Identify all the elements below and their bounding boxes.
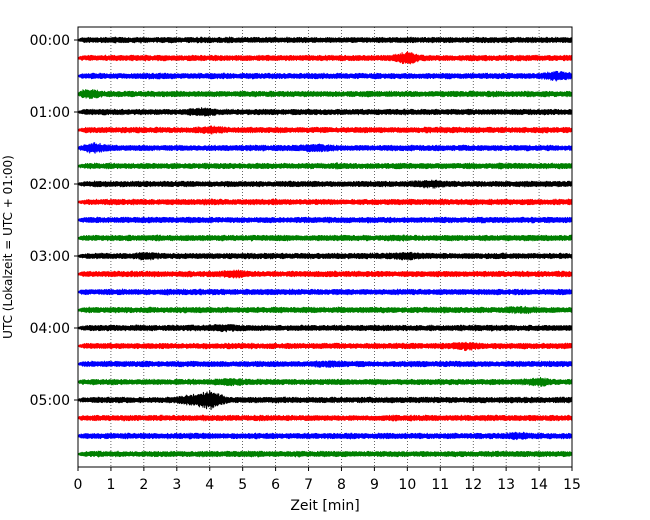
trace-0515 [77, 414, 573, 422]
trace-0445 [77, 376, 573, 388]
x-tick-label-1: 1 [106, 477, 115, 493]
trace-0230 [77, 216, 573, 224]
trace-0300 [77, 251, 573, 261]
trace-0100 [77, 107, 573, 117]
trace-0400 [77, 323, 573, 333]
y-tick-label-5: 05:00 [30, 393, 70, 409]
x-tick-label-6: 6 [271, 477, 280, 493]
plot-frame [77, 26, 573, 468]
trace-0145 [77, 162, 573, 170]
x-tick-label-11: 11 [431, 477, 449, 493]
y-tick-label-0: 00:00 [30, 33, 70, 49]
x-tick-label-12: 12 [464, 477, 482, 493]
trace-0130 [77, 142, 573, 154]
x-tick-label-10: 10 [398, 477, 416, 493]
trace-0415 [77, 341, 573, 352]
y-axis-label: UTC (Lokalzeit = UTC + 01:00) [1, 155, 15, 339]
x-tick-label-8: 8 [337, 477, 346, 493]
seismic-traces [77, 36, 573, 458]
x-tick-label-7: 7 [304, 477, 313, 493]
trace-0545 [77, 450, 573, 458]
trace-0315 [77, 269, 573, 279]
x-tick-label-3: 3 [172, 477, 181, 493]
x-tick-label-0: 0 [74, 477, 83, 493]
trace-0045 [77, 88, 573, 100]
y-axis-ticks: 00:00 01:00 02:00 03:00 04:00 05:00 [30, 33, 78, 409]
trace-0245 [77, 234, 573, 242]
x-axis-ticks: 0 1 2 3 4 5 6 7 8 9 10 11 12 13 14 15 [74, 467, 581, 493]
y-tick-label-2: 02:00 [30, 177, 70, 193]
x-tick-label-14: 14 [530, 477, 548, 493]
x-tick-label-4: 4 [205, 477, 214, 493]
trace-0200 [77, 179, 573, 189]
trace-0330 [77, 288, 573, 296]
trace-0115 [77, 125, 573, 135]
x-tick-label-15: 15 [563, 477, 581, 493]
trace-0430 [77, 360, 573, 368]
x-tick-label-9: 9 [370, 477, 379, 493]
y-tick-label-3: 03:00 [30, 249, 70, 265]
y-tick-label-4: 04:00 [30, 321, 70, 337]
trace-0215 [77, 198, 573, 206]
trace-0500 [77, 390, 573, 411]
x-tick-label-13: 13 [497, 477, 515, 493]
trace-0530 [77, 431, 573, 441]
x-tick-label-2: 2 [139, 477, 148, 493]
trace-0345 [77, 305, 573, 315]
trace-0000 [77, 36, 573, 44]
x-tick-label-5: 5 [238, 477, 247, 493]
y-tick-label-1: 01:00 [30, 105, 70, 121]
trace-0030 [77, 70, 573, 82]
trace-0015 [77, 51, 573, 65]
x-axis-label: Zeit [min] [290, 498, 359, 514]
